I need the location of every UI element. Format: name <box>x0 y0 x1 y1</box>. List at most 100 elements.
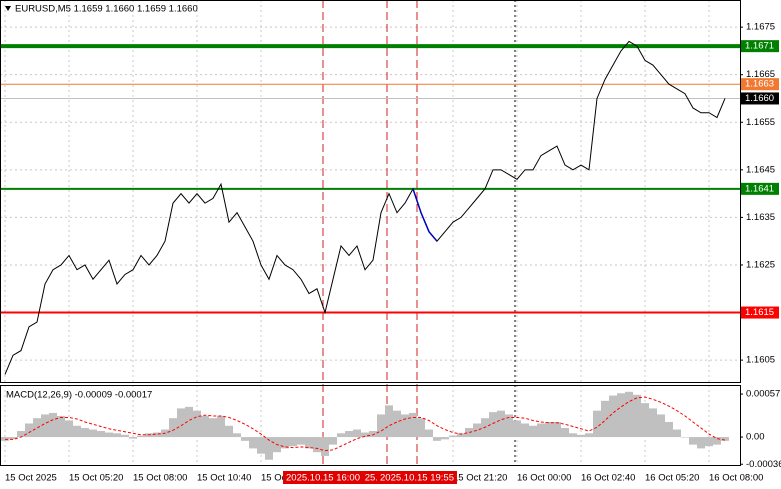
labels: 15 Oct 2025 15 Oct 05:20 15 Oct 08:00 15 Oc… <box>5 22 781 484</box>
macd-histogram-bar <box>33 418 41 438</box>
macd-histogram-bar <box>609 395 617 438</box>
macd-histogram-bar <box>153 432 161 438</box>
macd-histogram-bar <box>553 421 561 438</box>
x-tick-label: 15 Oct 2025 <box>5 473 57 484</box>
macd-histogram-bar <box>233 433 241 438</box>
time-annotation-box <box>283 471 363 484</box>
menu-triangle[interactable] <box>5 6 11 11</box>
time-annotation: 25.1 <box>365 473 384 484</box>
level-label-box <box>741 40 779 53</box>
level-label-box <box>741 182 779 195</box>
macd-histogram-bar <box>409 412 417 438</box>
macd-histogram-bar <box>257 437 265 454</box>
macd-histogram-bar <box>689 437 697 445</box>
level-label-box <box>741 306 779 319</box>
price-line <box>412 188 438 242</box>
macd-y-tick-label: 0.00057 <box>746 389 780 400</box>
macd-histogram-bar <box>313 437 321 453</box>
macd-histogram-bar <box>521 423 529 438</box>
x-tick-label: 15 Oct 10:40 <box>197 473 251 484</box>
level-label-box <box>741 92 779 105</box>
x-tick-label: 16 Oct 02:40 <box>581 473 635 484</box>
macd-histogram-bar <box>353 429 361 438</box>
macd-signal-line <box>5 396 726 452</box>
macd-histogram-bar <box>281 437 289 449</box>
macd-histogram-bar <box>401 414 409 438</box>
macd-histogram-bar <box>121 434 129 438</box>
x-tick-label: 16 Oct 08:00 <box>709 473 763 484</box>
macd-histogram-bar <box>721 437 729 441</box>
macd-histogram-bar <box>705 437 713 447</box>
y-tick-label: 1.1625 <box>746 259 775 270</box>
y-tick-label: 1.1605 <box>746 355 775 366</box>
x-tick-label: 15 Oct 08:00 <box>133 473 187 484</box>
macd-histogram-bar <box>81 428 89 438</box>
macd-histogram-bar <box>209 418 217 438</box>
macd-histogram-bar <box>489 412 497 438</box>
macd-histogram-bar <box>577 434 585 438</box>
macd-histogram-bar <box>217 415 225 438</box>
level-label: 1.1641 <box>745 183 774 194</box>
macd-histogram-bar <box>545 421 553 438</box>
macd-histogram-bar <box>105 432 113 438</box>
macd-histogram-bar <box>449 435 457 438</box>
macd-histogram-bar <box>665 421 673 438</box>
macd-histogram-bar <box>569 433 577 438</box>
macd-histogram-bar <box>337 433 345 438</box>
macd-histogram-bar <box>49 412 57 438</box>
macd-histogram-bar <box>657 414 665 438</box>
macd-histogram-bar <box>529 425 537 438</box>
y-tick-label: 1.1635 <box>746 212 775 223</box>
macd-histogram-bar <box>225 425 233 438</box>
macd-histogram-bar <box>457 433 465 438</box>
time-annotation: 2025.10.15 19:55 <box>380 473 454 484</box>
macd-y-tick-label: 0.00 <box>746 432 765 443</box>
macd-histogram-bar <box>441 437 449 440</box>
macd-histogram-bar <box>169 418 177 438</box>
macd-histogram-bar <box>625 391 633 438</box>
macd-histogram-bar <box>297 437 305 445</box>
macd-histogram-bar <box>305 437 313 449</box>
macd-histogram-bar <box>73 425 81 438</box>
grid <box>0 0 740 466</box>
macd-histogram-bar <box>25 423 33 438</box>
level-label: 1.1663 <box>745 79 774 90</box>
macd-histogram-bar <box>89 429 97 438</box>
macd-histogram-bar <box>593 410 601 438</box>
macd-histogram-bar <box>137 435 145 438</box>
macd-histogram-bar <box>57 415 65 438</box>
price-line <box>4 40 726 375</box>
macd-histogram-bar <box>321 437 329 456</box>
macd-title: MACD(12,26,9) -0.00009 -0.00017 <box>6 390 152 401</box>
macd-histogram-bar <box>377 414 385 438</box>
macd-histogram-bar <box>369 431 377 438</box>
macd-histogram-bar <box>673 429 681 438</box>
level-label-box <box>741 78 779 91</box>
x-tick-label: 16 Oct 05:20 <box>645 473 699 484</box>
macd-histogram-bar <box>513 420 521 438</box>
macd-histogram-bar <box>289 437 297 447</box>
macd-histogram-bar <box>113 433 121 438</box>
macd-histogram-bar <box>361 432 369 438</box>
macd-histogram-bar <box>601 400 609 438</box>
y-tick-label: 1.1675 <box>746 22 775 33</box>
macd-histogram-bar <box>385 405 393 438</box>
main-panel-frame <box>0 0 741 383</box>
macd-y-tick-label: -0.00036 <box>746 459 781 470</box>
macd-histogram-bar <box>497 410 505 438</box>
macd-histogram-bar <box>97 431 105 438</box>
macd-histogram-bar <box>417 418 425 438</box>
macd-histogram-bar <box>641 403 649 438</box>
macd-histogram-bar <box>649 408 657 438</box>
macd-histogram-bar <box>617 393 625 438</box>
macd-histogram-bar <box>425 429 433 438</box>
x-tick-label: 15 Oct 21:20 <box>453 473 507 484</box>
level-label: 1.1671 <box>745 41 774 52</box>
macd-histogram-bar <box>505 414 513 438</box>
macd-histogram-bar <box>537 423 545 438</box>
macd-histogram-bar <box>65 420 73 438</box>
macd-histogram-bar <box>561 428 569 438</box>
macd-panel-frame <box>0 385 741 466</box>
macd-histogram-bar <box>177 408 185 438</box>
macd-histogram-bar <box>265 437 273 460</box>
